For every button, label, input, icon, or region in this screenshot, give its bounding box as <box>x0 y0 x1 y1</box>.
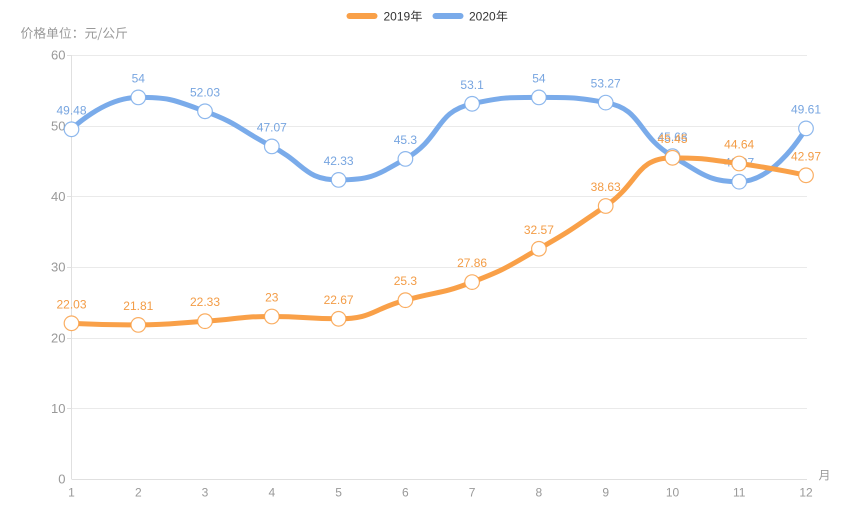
svg-text:11: 11 <box>733 486 746 500</box>
svg-text:4: 4 <box>268 486 275 500</box>
svg-text:49.61: 49.61 <box>791 102 821 116</box>
svg-text:5: 5 <box>335 486 342 500</box>
svg-text:22.33: 22.33 <box>190 295 220 309</box>
svg-text:1: 1 <box>68 486 75 500</box>
svg-text:45.45: 45.45 <box>657 132 687 146</box>
svg-text:52.03: 52.03 <box>190 85 220 99</box>
svg-text:0: 0 <box>58 472 65 487</box>
svg-text:22.03: 22.03 <box>56 297 86 311</box>
svg-text:54: 54 <box>132 71 146 85</box>
svg-text:25.3: 25.3 <box>394 274 418 288</box>
svg-text:27.86: 27.86 <box>457 256 487 270</box>
svg-text:42.97: 42.97 <box>791 149 821 163</box>
svg-text:10: 10 <box>51 401 65 416</box>
svg-text:60: 60 <box>51 48 65 63</box>
svg-text:20: 20 <box>51 330 65 345</box>
svg-text:38.63: 38.63 <box>591 180 621 194</box>
svg-text:2019: 2019 <box>384 10 411 24</box>
svg-text:9: 9 <box>602 486 609 500</box>
svg-text:8: 8 <box>536 486 543 500</box>
svg-text:45.3: 45.3 <box>394 133 418 147</box>
svg-text:50: 50 <box>51 118 65 133</box>
svg-text:3: 3 <box>202 486 209 500</box>
svg-text:42.33: 42.33 <box>324 154 354 168</box>
svg-text:53.1: 53.1 <box>460 78 484 92</box>
svg-text:54: 54 <box>532 71 546 85</box>
svg-text:7: 7 <box>469 486 476 500</box>
svg-text:47.07: 47.07 <box>257 120 287 134</box>
svg-text:23: 23 <box>265 291 279 305</box>
svg-text:2020: 2020 <box>469 10 496 24</box>
svg-text:44.64: 44.64 <box>724 138 754 152</box>
svg-text:30: 30 <box>51 260 65 275</box>
svg-text:12: 12 <box>799 486 813 500</box>
svg-text:49.48: 49.48 <box>56 103 86 117</box>
svg-text:22.67: 22.67 <box>324 293 354 307</box>
svg-text:2: 2 <box>135 486 142 500</box>
svg-text:45.68: 45.68 <box>657 130 687 144</box>
svg-text:6: 6 <box>402 486 409 500</box>
svg-text:40: 40 <box>51 189 65 204</box>
svg-text:21.81: 21.81 <box>123 299 153 313</box>
svg-text:10: 10 <box>666 486 680 500</box>
svg-text:53.27: 53.27 <box>591 77 621 91</box>
svg-text:32.57: 32.57 <box>524 223 554 237</box>
